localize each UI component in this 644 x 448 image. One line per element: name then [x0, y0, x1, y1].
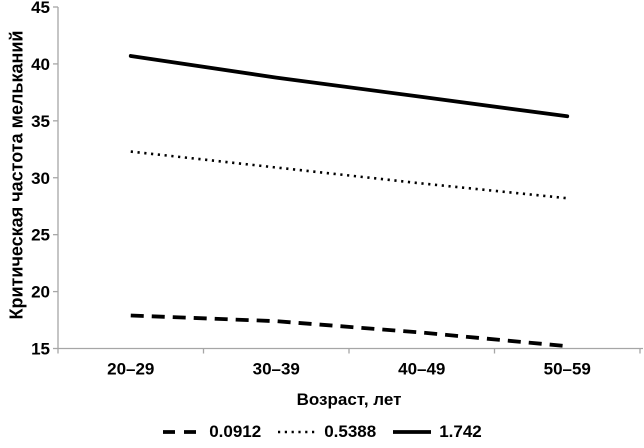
- x-tick-label: 40–49: [398, 360, 445, 379]
- x-tick-label: 30–39: [253, 360, 300, 379]
- legend-dashed-line-sample: [163, 429, 202, 434]
- y-tick-label: 40: [31, 55, 50, 74]
- legend-label: 0.5388: [324, 422, 377, 441]
- legend-item-1.742: 1.742: [392, 423, 482, 440]
- series-line-1.742: [128, 54, 570, 119]
- series-line-0.5388: [130, 150, 568, 200]
- legend: 0.0912 0.5388 1.742: [0, 423, 644, 440]
- x-tick-label: 20–29: [107, 360, 154, 379]
- legend-label: 0.0912: [209, 422, 262, 441]
- y-tick-label: 45: [31, 0, 50, 17]
- x-axis-title: Возраст, лет: [296, 390, 402, 409]
- legend-solid-line-sample: [393, 429, 432, 434]
- legend-item-0.0912: 0.0912: [162, 423, 261, 440]
- legend-label: 1.742: [439, 422, 482, 441]
- legend-item-0.5388: 0.5388: [277, 423, 376, 440]
- y-tick-label: 25: [31, 226, 50, 245]
- y-tick-label: 20: [31, 283, 50, 302]
- series-line-0.0912: [130, 313, 568, 349]
- legend-dotted-line-sample: [278, 430, 317, 433]
- x-tick-label: 50–59: [544, 360, 591, 379]
- y-tick-label: 15: [31, 340, 50, 359]
- y-tick-label: 35: [31, 112, 50, 131]
- y-tick-label: 30: [31, 169, 50, 188]
